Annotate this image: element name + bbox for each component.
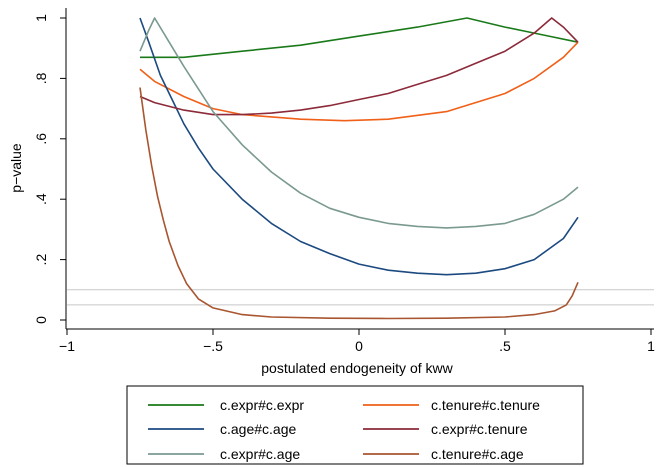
- x-tick-label: .5: [499, 338, 511, 354]
- axes: [65, 8, 654, 330]
- y-tick-label: 0: [33, 316, 49, 324]
- legend-label: c.age#c.age: [220, 421, 296, 437]
- y-tick-label: 1: [33, 14, 49, 22]
- y-tick-label: .6: [33, 133, 49, 145]
- series-line: [139, 17, 579, 116]
- y-axis-title: p−value: [8, 143, 24, 193]
- legend-label: c.expr#c.tenure: [431, 421, 528, 437]
- legend: c.expr#c.expr c.tenure#c.tenure c.age#c.ag…: [126, 385, 584, 465]
- y-tick-label: .8: [33, 72, 49, 84]
- series-line: [139, 41, 579, 122]
- x-ticks: −1 −.5 0 .5 1: [59, 329, 655, 354]
- legend-label: c.tenure#c.age: [431, 446, 524, 462]
- series-line: [139, 17, 579, 229]
- legend-label: c.expr#c.age: [220, 446, 300, 462]
- x-tick-label: −.5: [203, 338, 223, 354]
- y-tick-label: .2: [33, 254, 49, 266]
- series-line: [139, 87, 579, 320]
- reference-lines: [67, 289, 654, 306]
- series-line: [140, 17, 579, 59]
- x-tick-label: −1: [59, 338, 75, 354]
- legend-box: [126, 385, 584, 465]
- y-ticks: 0 .2 .4 .6 .8 1: [33, 14, 66, 324]
- legend-label: c.tenure#c.tenure: [431, 397, 540, 413]
- legend-label: c.expr#c.expr: [220, 397, 304, 413]
- series-line: [139, 17, 579, 276]
- x-axis-title: postulated endogeneity of kww: [261, 360, 453, 376]
- series-layer: [139, 17, 579, 320]
- y-tick-label: .4: [33, 193, 49, 205]
- x-tick-label: 0: [355, 338, 363, 354]
- x-tick-label: 1: [647, 338, 655, 354]
